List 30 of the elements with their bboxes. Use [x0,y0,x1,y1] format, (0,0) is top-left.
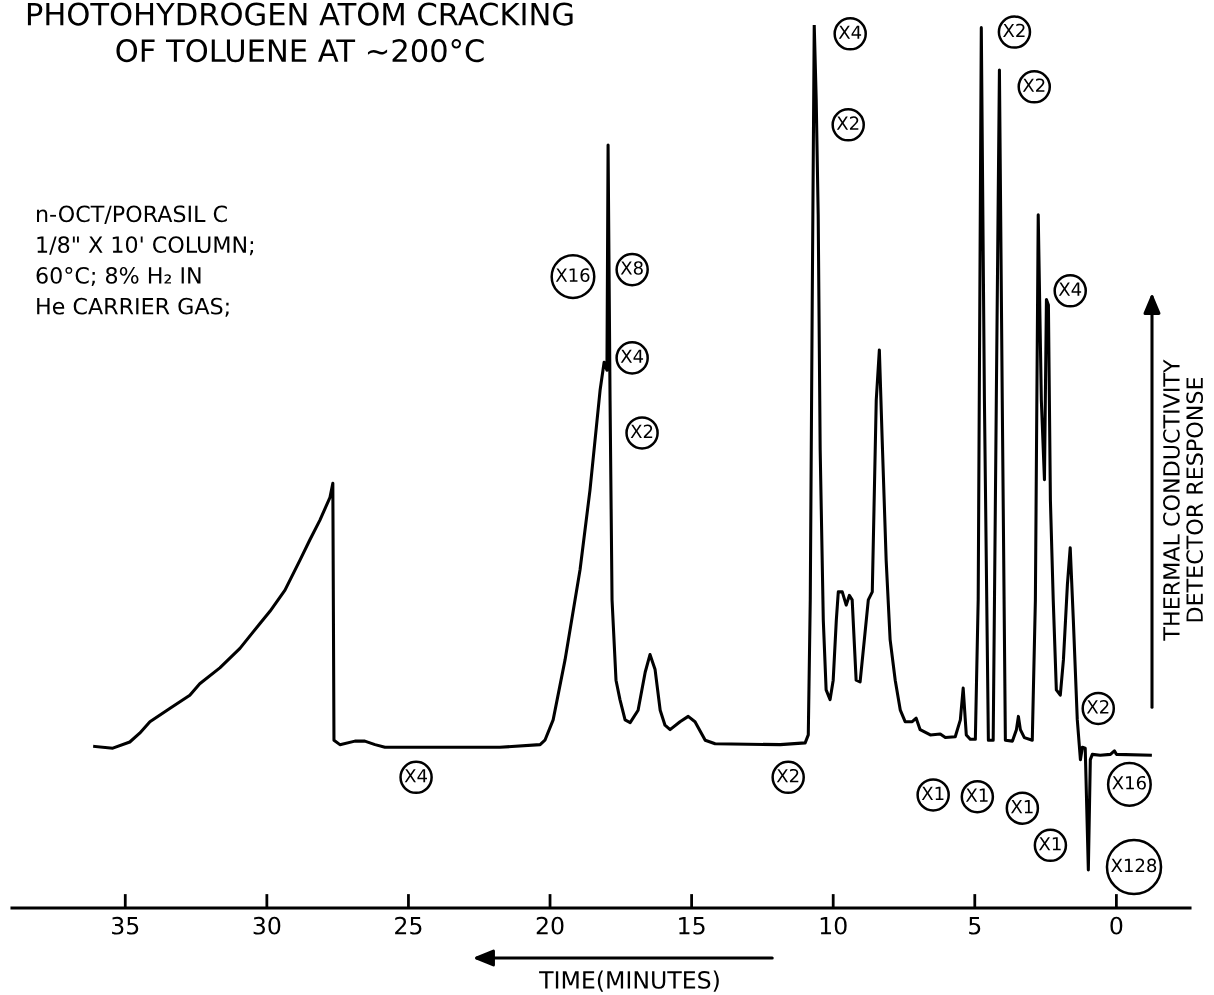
annotation: X16 [1112,775,1146,790]
annotation: X4 [1058,282,1082,296]
chart-title: PHOTOHYDROGEN ATOM CRACKING OF TOLUENE AT ~200°C [27,2,573,63]
annotation: X1 [921,786,944,800]
annotation: X1 [965,788,988,802]
annotation: X2 [776,768,799,783]
x-tick-label: 15 [679,917,705,935]
annotation: X4 [620,349,644,363]
annotation: X2 [630,424,653,438]
x-tick-label: 35 [112,916,139,935]
annotation: X2 [836,116,859,130]
annotation: X16 [555,268,590,282]
annotation: X128 [1111,858,1157,873]
annotation: n-OCT/PORASIL C 1/8" X 10' COLUMN; 60°C; 8% H₂ IN He CARRIER GAS; [36,205,254,317]
annotation: X4 [404,769,427,783]
annotation: X2 [1086,700,1109,714]
annotation: X2 [1022,78,1045,92]
x-tick-label: 30 [253,916,281,935]
x-tick-label: 25 [395,916,422,935]
x-tick-label: 20 [536,916,564,935]
y2-axis-title: THERMAL CONDUCTIVITY DETECTOR RESPONSE [1163,359,1204,641]
x-tick-label: 10 [820,916,847,935]
annotation: X8 [620,261,643,275]
annotation: X2 [1003,23,1025,38]
annotation: X1 [1039,837,1061,851]
annotation: X4 [838,25,862,39]
x-axis-title: TIME(MINUTES) [539,970,719,992]
annotation: X1 [1010,800,1033,814]
x-tick-label: 0 [1110,916,1123,935]
x-tick-label: 5 [969,917,981,935]
